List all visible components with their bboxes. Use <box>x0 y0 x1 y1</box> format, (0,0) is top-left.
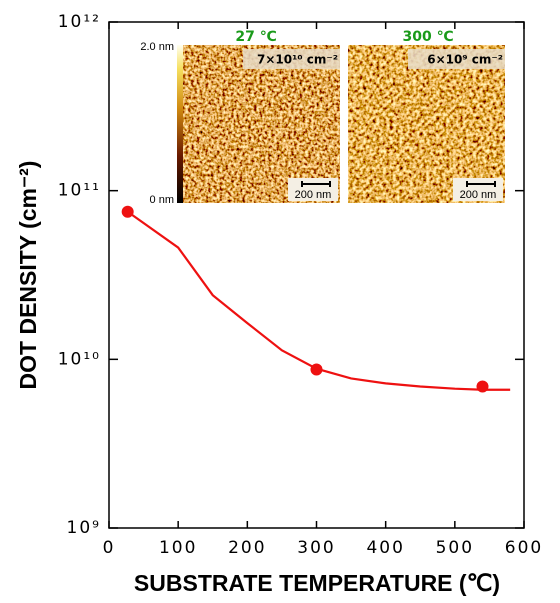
colorbar <box>177 45 183 203</box>
x-tick-label: 500 <box>436 538 474 558</box>
y-tick-label: 10¹² <box>58 12 101 32</box>
scale-label: 200 nm <box>460 189 497 201</box>
y-axis-title: DOT DENSITY (cm⁻²) <box>15 161 41 390</box>
data-point <box>477 381 489 393</box>
x-tick-label: 400 <box>366 538 404 558</box>
data-point <box>311 364 323 376</box>
fit-curve <box>128 212 510 390</box>
y-tick-label: 10¹⁰ <box>58 349 101 369</box>
x-tick-label: 0 <box>103 538 116 558</box>
x-axis-title: SUBSTRATE TEMPERATURE (℃) <box>134 570 500 596</box>
inset-density: 7×10¹⁰ cm⁻² <box>257 53 338 67</box>
inset-title: 300 ℃ <box>402 29 453 45</box>
x-tick-label: 200 <box>228 538 266 558</box>
chart: 2.0 nm 0 nm 27 ℃ 300 ℃ 7×10¹⁰ cm⁻² 6×10⁹… <box>0 0 560 603</box>
inset-title: 27 ℃ <box>235 29 276 45</box>
y-tick-label: 10⁹ <box>67 518 101 538</box>
colorbar-min: 0 nm <box>150 194 174 206</box>
x-tick-label: 100 <box>159 538 197 558</box>
x-tick-label: 600 <box>505 538 543 558</box>
y-tick-label: 10¹¹ <box>58 181 101 201</box>
data-point <box>122 206 134 218</box>
insets: 2.0 nm 0 nm 27 ℃ 300 ℃ 7×10¹⁰ cm⁻² 6×10⁹… <box>140 29 505 206</box>
scale-label: 200 nm <box>295 189 332 201</box>
inset-density: 6×10⁹ cm⁻² <box>427 53 503 67</box>
colorbar-max: 2.0 nm <box>140 41 174 53</box>
x-tick-label: 300 <box>297 538 335 558</box>
